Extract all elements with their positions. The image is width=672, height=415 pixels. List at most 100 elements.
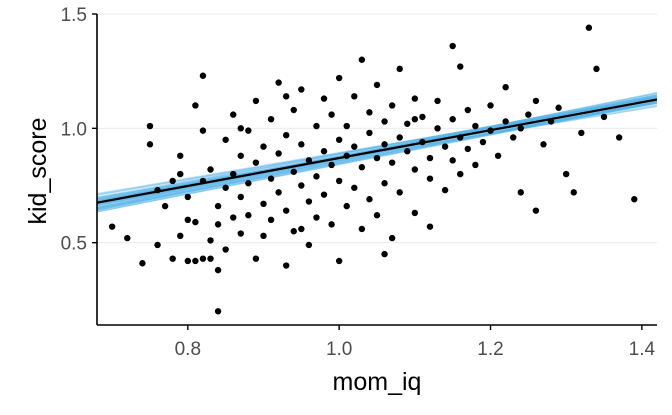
posterior-line [97, 96, 657, 199]
data-point [585, 24, 593, 31]
data-point [275, 189, 282, 196]
data-point [358, 56, 366, 63]
data-point [237, 125, 244, 132]
y-tick-label: 0.5 [61, 234, 87, 255]
data-point [260, 200, 267, 208]
data-point [305, 198, 313, 205]
data-point [449, 157, 456, 164]
data-point [426, 223, 434, 230]
x-tick-label: 1.4 [629, 339, 656, 360]
data-point [313, 173, 320, 180]
data-point [517, 125, 524, 132]
data-point [245, 127, 252, 134]
data-point [305, 157, 313, 164]
data-point [328, 221, 335, 228]
data-point [426, 175, 434, 182]
data-point [426, 154, 434, 162]
data-point [555, 104, 562, 111]
data-point [252, 97, 260, 105]
data-point [290, 106, 297, 114]
data-point [230, 111, 237, 118]
data-point [154, 241, 161, 249]
data-point [275, 150, 282, 157]
data-point [411, 115, 419, 123]
data-point [290, 168, 297, 175]
data-point [494, 152, 502, 159]
data-point [313, 122, 320, 130]
data-point [593, 65, 600, 73]
posterior-line [97, 96, 657, 198]
data-point [207, 255, 214, 262]
data-point [419, 113, 426, 121]
data-point [222, 136, 229, 143]
data-point [146, 122, 154, 130]
data-point [177, 232, 184, 240]
data-point [457, 63, 464, 70]
data-point [282, 93, 290, 100]
data-point [351, 184, 358, 191]
data-point [108, 223, 116, 230]
data-point [169, 177, 176, 185]
data-point [335, 177, 343, 185]
posterior-line [97, 95, 657, 199]
data-point [358, 225, 366, 233]
data-point [177, 170, 184, 178]
posterior-line [97, 100, 657, 209]
data-point [214, 202, 222, 210]
data-point [267, 115, 275, 123]
data-point [441, 186, 449, 194]
data-point [464, 106, 472, 114]
data-point [161, 202, 169, 210]
data-point [290, 228, 297, 235]
data-point [214, 221, 222, 228]
posterior-line [97, 96, 657, 202]
data-point [449, 115, 456, 123]
data-point [199, 72, 207, 79]
data-point [245, 180, 252, 187]
x-tick-label: 0.8 [175, 339, 201, 360]
data-point [411, 209, 419, 217]
data-point [282, 131, 290, 139]
data-point [525, 111, 532, 118]
data-point [320, 191, 328, 198]
posterior-line [97, 92, 657, 207]
data-point [381, 118, 388, 125]
data-point [441, 143, 449, 150]
data-point [214, 266, 222, 274]
posterior-line [97, 97, 657, 200]
data-point [449, 42, 456, 50]
data-point [192, 102, 199, 109]
data-point [479, 138, 487, 146]
data-point [192, 257, 199, 265]
data-point [184, 193, 192, 201]
data-point [298, 225, 305, 233]
data-point [320, 148, 328, 155]
data-point [313, 214, 320, 221]
posterior-line [97, 98, 657, 196]
posterior-line [97, 97, 657, 202]
data-point [328, 111, 335, 118]
data-point [199, 127, 207, 134]
data-point [184, 257, 192, 265]
data-point [252, 159, 260, 166]
data-point [298, 182, 305, 189]
data-point [434, 97, 441, 105]
x-tick-label: 1.0 [326, 339, 352, 360]
data-point [275, 79, 282, 86]
data-point [237, 193, 244, 201]
data-point [532, 207, 540, 214]
data-point [169, 255, 176, 262]
data-point [139, 260, 146, 267]
data-point [366, 196, 373, 203]
data-point [396, 134, 403, 141]
data-point [388, 234, 396, 242]
data-point [570, 189, 577, 196]
x-axis-title: mom_iq [333, 368, 422, 396]
data-point [320, 95, 328, 102]
data-point [502, 83, 509, 91]
data-point [388, 102, 396, 109]
posterior-line [97, 102, 657, 205]
posterior-line [97, 94, 657, 203]
data-point [343, 202, 350, 210]
